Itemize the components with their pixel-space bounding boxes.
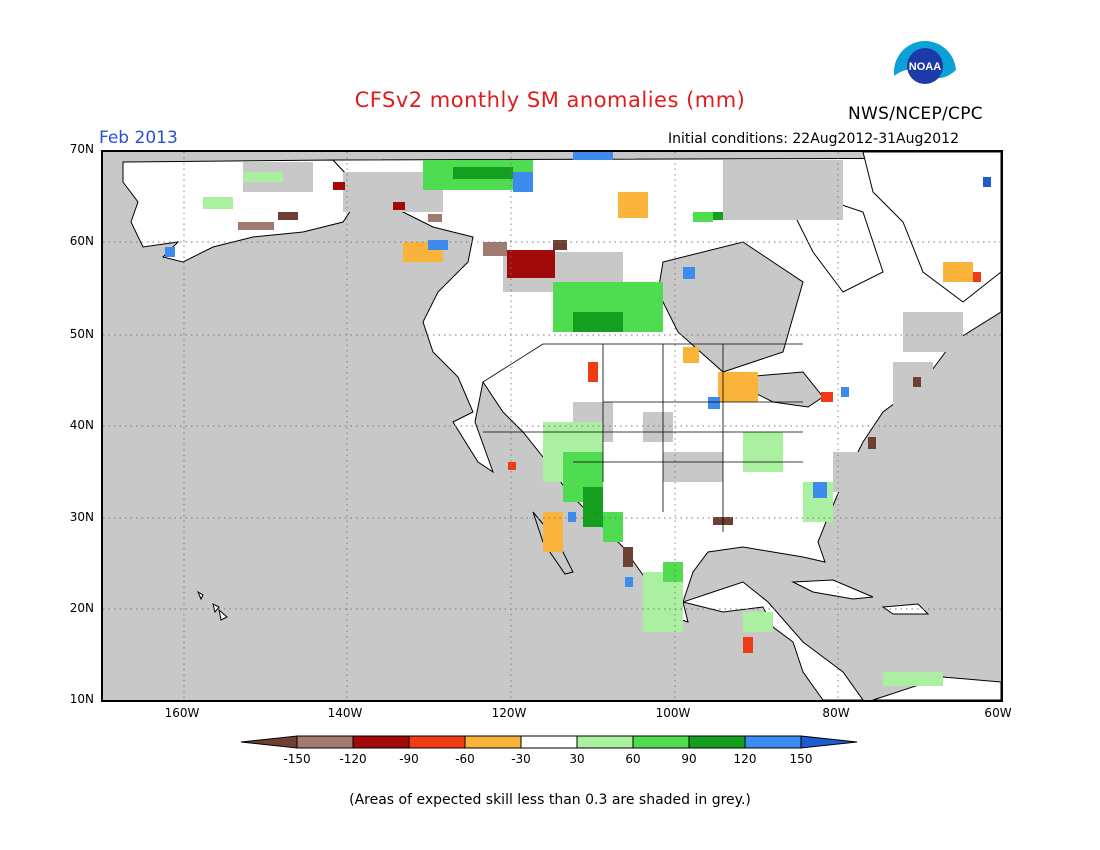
initial-conditions-label: Initial conditions: 22Aug2012-31Aug2012: [668, 131, 959, 147]
map-canvas: [103, 152, 1001, 700]
lon-label-60w: 60W: [984, 706, 1012, 720]
noaa-logo-text: NOAA: [909, 61, 941, 73]
colorbar-cell: [688, 735, 746, 749]
lon-label-80w: 80W: [822, 706, 850, 720]
colorbar-label: -120: [339, 752, 367, 766]
noaa-logo: NOAA: [894, 41, 957, 104]
colorbar-label: 120: [733, 752, 757, 766]
lon-label-140w: 140W: [327, 706, 363, 720]
anomaly-cells: [165, 152, 991, 686]
colorbar-label: -60: [455, 752, 475, 766]
agency-label: NWS/NCEP/CPC: [848, 104, 983, 124]
colorbar-cell: [352, 735, 410, 749]
colorbar-cell: [296, 735, 354, 749]
lon-label-100w: 100W: [655, 706, 691, 720]
colorbar-label: 30: [569, 752, 585, 766]
cuba-landmass: [791, 579, 874, 600]
lat-label-60n: 60N: [69, 234, 94, 248]
lat-label-40n: 40N: [69, 418, 94, 432]
graticule: [103, 152, 1001, 700]
colorbar-cell: [576, 735, 634, 749]
colorbar: [240, 735, 858, 749]
political-borders: [482, 343, 803, 532]
hawaii-islands: [196, 590, 228, 621]
hispaniola-landmass: [881, 603, 930, 615]
lat-label-30n: 30N: [69, 510, 94, 524]
lon-label-160w: 160W: [164, 706, 200, 720]
colorbar-label: 150: [789, 752, 813, 766]
colorbar-arrow-high: [800, 735, 858, 749]
colorbar-cell: [744, 735, 802, 749]
lon-label-120w: 120W: [491, 706, 527, 720]
colorbar-cell: [632, 735, 690, 749]
central-america-landmass: [681, 581, 864, 700]
lat-label-50n: 50N: [69, 327, 94, 341]
colorbar-cell: [408, 735, 466, 749]
colorbar-label: 90: [681, 752, 697, 766]
colorbar-cell: [464, 735, 522, 749]
map-panel: [101, 150, 1003, 702]
skill-footnote: (Areas of expected skill less than 0.3 a…: [349, 792, 751, 808]
colorbar-label: 60: [625, 752, 641, 766]
colorbar-arrow-low: [240, 735, 298, 749]
lat-label-20n: 20N: [69, 601, 94, 615]
lat-label-70n: 70N: [69, 142, 94, 156]
colorbar-label: -30: [511, 752, 531, 766]
map-title: CFSv2 monthly SM anomalies (mm): [354, 88, 746, 112]
valid-period-label: Feb 2013: [99, 128, 178, 148]
colorbar-label: -90: [399, 752, 419, 766]
lat-label-10n: 10N: [69, 692, 94, 706]
colorbar-cell: [520, 735, 578, 749]
colorbar-label: -150: [283, 752, 311, 766]
